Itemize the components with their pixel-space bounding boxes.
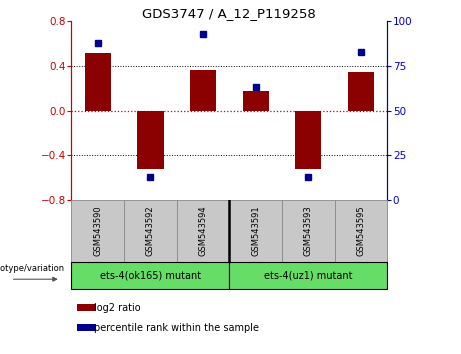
- Bar: [137, 110, 164, 169]
- Bar: [71, 200, 124, 262]
- Bar: [282, 200, 335, 262]
- Text: GSM543590: GSM543590: [93, 206, 102, 256]
- Bar: [124, 200, 177, 262]
- Text: percentile rank within the sample: percentile rank within the sample: [94, 323, 259, 333]
- Text: GSM543594: GSM543594: [199, 206, 207, 256]
- Bar: [295, 110, 321, 169]
- Bar: [85, 52, 111, 110]
- Title: GDS3747 / A_12_P119258: GDS3747 / A_12_P119258: [142, 7, 316, 20]
- Text: GSM543595: GSM543595: [356, 206, 366, 256]
- Text: genotype/variation: genotype/variation: [0, 264, 65, 273]
- Text: ets-4(ok165) mutant: ets-4(ok165) mutant: [100, 270, 201, 280]
- Bar: [77, 324, 96, 331]
- Bar: [348, 72, 374, 110]
- Bar: [229, 262, 387, 289]
- Bar: [190, 70, 216, 110]
- Text: GSM543591: GSM543591: [251, 206, 260, 256]
- Text: ets-4(uz1) mutant: ets-4(uz1) mutant: [264, 270, 353, 280]
- Bar: [335, 200, 387, 262]
- Text: GSM543593: GSM543593: [304, 206, 313, 256]
- Bar: [242, 91, 269, 110]
- Bar: [71, 262, 229, 289]
- Bar: [229, 200, 282, 262]
- Bar: [177, 200, 229, 262]
- Text: log2 ratio: log2 ratio: [94, 303, 141, 313]
- Bar: [77, 304, 96, 312]
- Text: GSM543592: GSM543592: [146, 206, 155, 256]
